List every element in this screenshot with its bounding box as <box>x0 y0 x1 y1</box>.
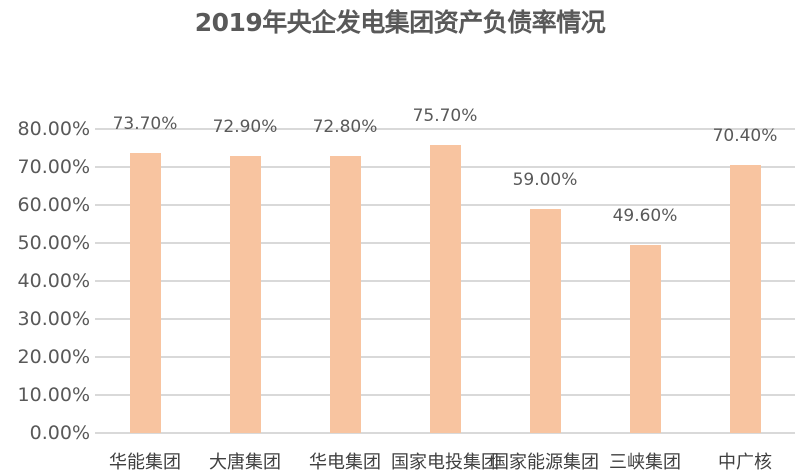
y-tick-label: 0.00% <box>29 422 90 444</box>
x-category-label: 国家能源集团 <box>491 452 599 473</box>
data-label: 72.90% <box>212 116 278 137</box>
chart-title: 2019年央企发电集团资产负债率情况 <box>194 8 606 37</box>
y-tick-label: 80.00% <box>17 118 90 140</box>
x-category-label: 三峡集团 <box>609 452 681 473</box>
bar <box>529 208 561 433</box>
y-tick-label: 20.00% <box>17 346 90 368</box>
plot-area: 73.70% 72.90% 72.80% 75.70% 59.00% 49.60% 70.4… <box>95 106 795 434</box>
x-category-label: 国家电投集团 <box>391 452 499 473</box>
bar <box>629 244 661 433</box>
x-category-label: 华能集团 <box>109 452 181 473</box>
data-label: 59.00% <box>512 169 578 190</box>
x-category-label: 中广核 <box>718 452 772 473</box>
gridline <box>95 128 795 130</box>
data-label: 49.60% <box>612 205 678 226</box>
data-label: 75.70% <box>412 106 478 127</box>
y-tick-label: 50.00% <box>17 232 90 254</box>
y-tick-label: 60.00% <box>17 194 90 216</box>
y-tick-label: 10.00% <box>17 384 90 406</box>
y-tick-label: 30.00% <box>17 308 90 330</box>
y-tick-label: 70.00% <box>17 156 90 178</box>
data-label: 73.70% <box>112 113 178 134</box>
data-label: 70.40% <box>712 126 778 147</box>
x-category-label: 华电集团 <box>309 452 381 473</box>
y-tick-label: 40.00% <box>17 270 90 292</box>
bar <box>129 152 161 433</box>
bar <box>229 155 261 433</box>
data-label: 72.80% <box>312 117 378 138</box>
bar <box>329 156 361 433</box>
bar <box>729 165 761 433</box>
gridline <box>95 432 795 434</box>
x-category-label: 大唐集团 <box>209 452 281 473</box>
bar <box>429 145 461 433</box>
